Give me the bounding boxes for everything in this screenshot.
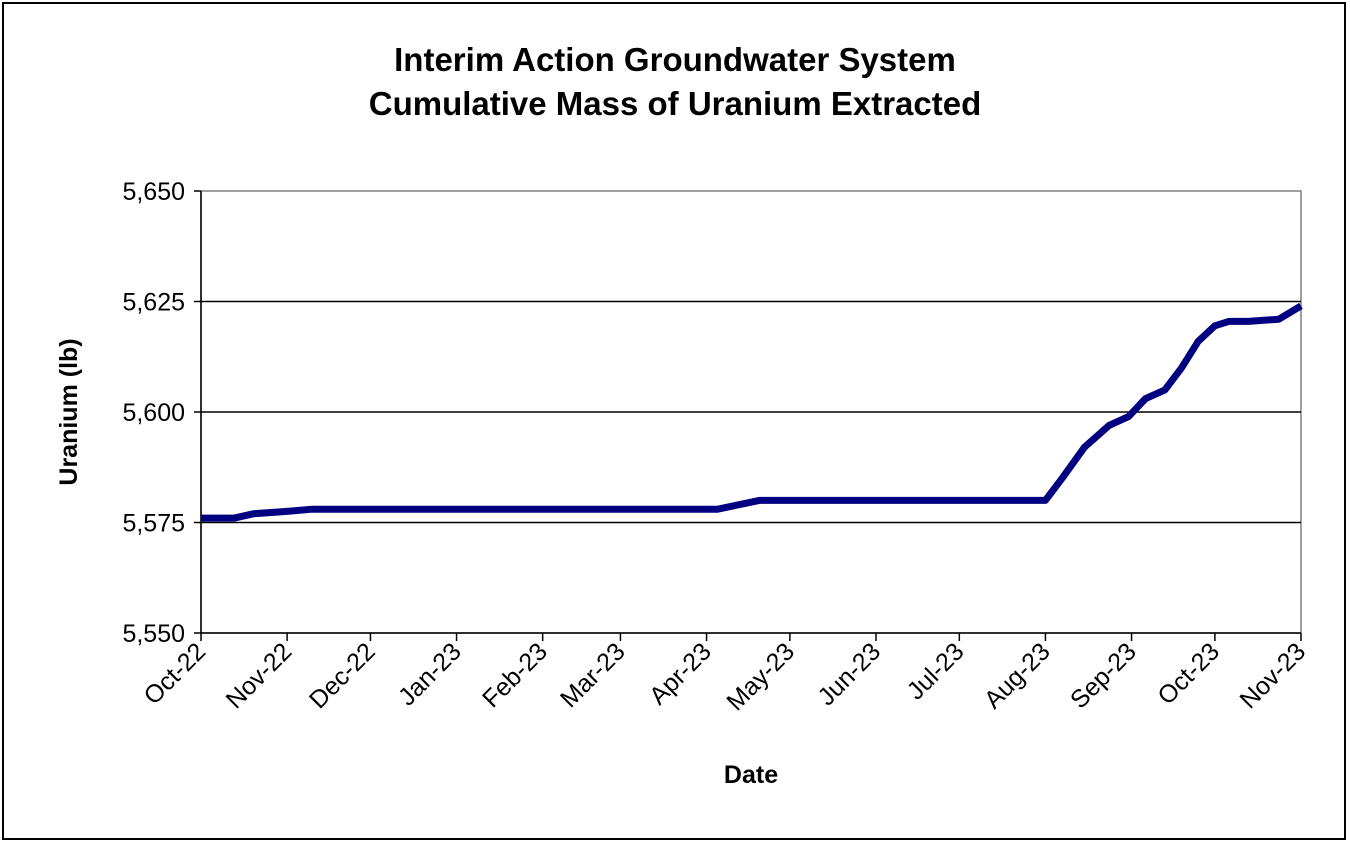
x-tick-label: Dec-22 <box>304 637 381 714</box>
x-tick-label: Jul-23 <box>902 637 970 705</box>
x-tick-label: Jan-23 <box>393 637 467 711</box>
y-axis-title: Uranium (lb) <box>55 338 83 485</box>
x-tick-label: Oct-22 <box>138 637 211 710</box>
chart-subtitle: Cumulative Mass of Uranium Extracted <box>368 85 982 122</box>
x-tick-label: Feb-23 <box>477 637 553 713</box>
x-tick-label: Aug-23 <box>979 637 1056 714</box>
uranium-series-line <box>201 302 1303 522</box>
y-tick-label: 5,625 <box>122 289 185 317</box>
x-tick-label: Oct-23 <box>1152 637 1225 710</box>
x-tick-label: May-23 <box>721 637 800 716</box>
x-tick-label: Nov-23 <box>1234 637 1311 714</box>
chart-title: Interim Action Groundwater System <box>394 41 956 78</box>
x-tick-label: Apr-23 <box>644 637 717 710</box>
x-tick-label: Mar-23 <box>555 637 631 713</box>
x-axis-title: Date <box>724 761 778 789</box>
x-tick-label: Jun-23 <box>812 637 886 711</box>
y-tick-label: 5,575 <box>122 510 185 538</box>
y-tick-label: 5,600 <box>122 399 185 427</box>
y-tick-label: 5,650 <box>122 178 185 206</box>
y-tick-label: 5,550 <box>122 620 185 648</box>
x-tick-label: Nov-22 <box>221 637 298 714</box>
x-tick-label: Sep-23 <box>1065 637 1142 714</box>
